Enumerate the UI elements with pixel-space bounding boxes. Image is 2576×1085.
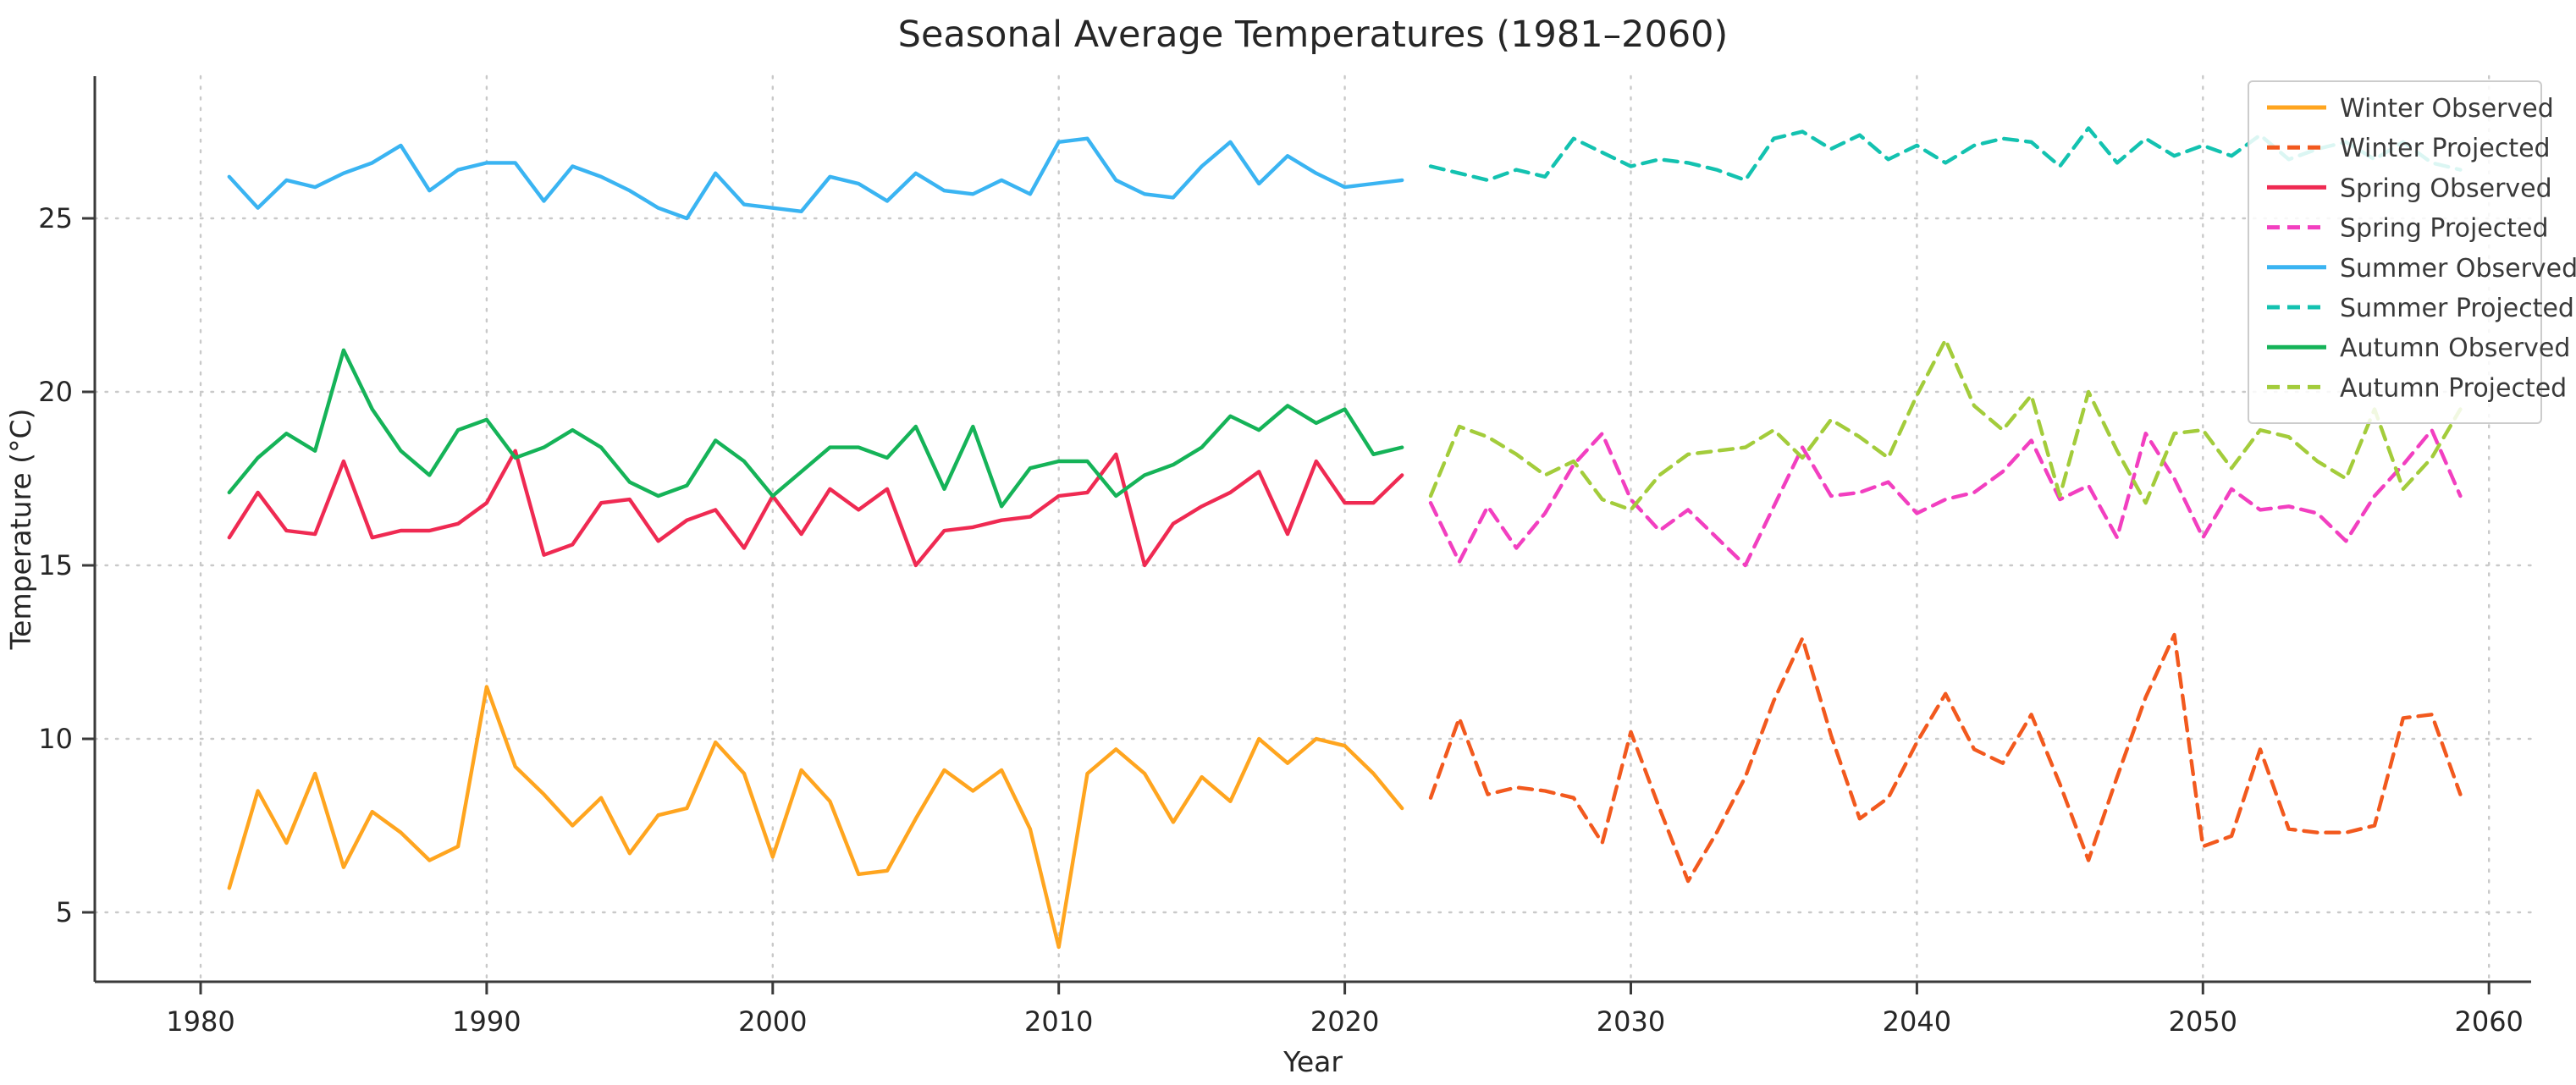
x-tick-label: 2000 bbox=[738, 1005, 807, 1038]
x-tick-label: 2020 bbox=[1310, 1005, 1379, 1038]
legend-label: Winter Projected bbox=[2340, 134, 2551, 163]
legend-label: Winter Observed bbox=[2340, 94, 2554, 124]
series-spring-projected bbox=[1428, 427, 2463, 568]
tick-labels: 1980 1990 2000 2010 2020 2030 2040 2050 2060 5 10 1… bbox=[38, 202, 2524, 1038]
x-tick-label: 2030 bbox=[1597, 1005, 1665, 1038]
y-tick-label: 25 bbox=[38, 202, 73, 234]
x-tick-label: 1980 bbox=[166, 1005, 234, 1038]
legend-label: Summer Projected bbox=[2340, 294, 2574, 323]
legend-label: Autumn Observed bbox=[2340, 333, 2570, 363]
chart-title: Seasonal Average Temperatures (1981–2060… bbox=[898, 14, 1729, 56]
x-tick-label: 1990 bbox=[452, 1005, 521, 1038]
y-tick-label: 10 bbox=[38, 723, 73, 755]
legend-box bbox=[2248, 80, 2542, 424]
series-spring-observed bbox=[227, 449, 1404, 568]
series-winter-projected bbox=[1428, 632, 2463, 884]
series-summer-observed bbox=[227, 136, 1404, 221]
y-tick-label: 15 bbox=[38, 549, 73, 581]
x-tick-label: 2050 bbox=[2169, 1005, 2237, 1038]
series-winter-observed bbox=[227, 685, 1404, 950]
axes bbox=[82, 76, 2531, 994]
y-tick-label: 5 bbox=[56, 896, 73, 928]
gridlines bbox=[93, 74, 2533, 983]
series-group bbox=[227, 126, 2463, 950]
y-axis-label: Temperature (°C) bbox=[4, 409, 37, 651]
legend-label: Spring Observed bbox=[2340, 173, 2552, 203]
y-tick-label: 20 bbox=[38, 376, 73, 408]
x-axis-label: Year bbox=[1282, 1045, 1343, 1078]
series-autumn-projected bbox=[1428, 338, 2463, 512]
legend: Winter Observed Winter Projected Spring Ob… bbox=[2248, 80, 2576, 424]
series-autumn-observed bbox=[227, 348, 1404, 509]
x-tick-label: 2010 bbox=[1024, 1005, 1093, 1038]
x-tick-label: 2060 bbox=[2454, 1005, 2523, 1038]
x-tick-label: 2040 bbox=[1883, 1005, 1951, 1038]
legend-label: Summer Observed bbox=[2340, 254, 2576, 284]
legend-label: Autumn Projected bbox=[2340, 373, 2567, 403]
legend-label: Spring Projected bbox=[2340, 214, 2549, 244]
